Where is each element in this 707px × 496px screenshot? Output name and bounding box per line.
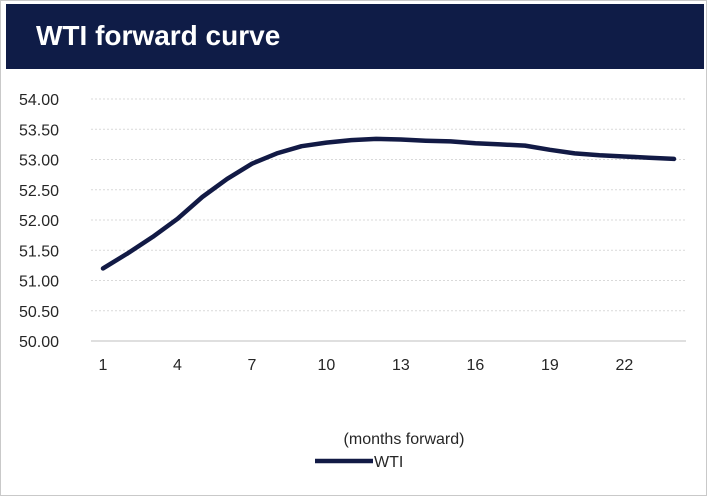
x-tick-label: 4 — [173, 357, 182, 374]
y-tick-label: 54.00 — [19, 92, 59, 109]
x-tick-label: 19 — [541, 357, 559, 374]
y-tick-label: 53.00 — [19, 153, 59, 170]
legend-label-wti: WTI — [374, 454, 403, 471]
x-tick-label: 22 — [615, 357, 633, 374]
grid-lines — [91, 98, 686, 312]
x-tick-label: 13 — [392, 357, 410, 374]
x-tick-label: 1 — [99, 357, 108, 374]
y-tick-label: 53.50 — [19, 122, 59, 139]
x-tick-label: 16 — [466, 357, 484, 374]
x-tick-label: 10 — [318, 357, 336, 374]
y-tick-label: 52.50 — [19, 183, 59, 200]
x-tick-label: 7 — [248, 357, 257, 374]
y-tick-label: 51.50 — [19, 243, 59, 260]
x-axis-ticks: 1 4 7 10 13 16 19 22 — [99, 357, 634, 374]
series-layer — [100, 136, 677, 271]
y-tick-label: 50.00 — [19, 334, 59, 351]
x-axis-label: (months forward) — [344, 431, 465, 448]
y-tick-label: 51.00 — [19, 274, 59, 291]
y-axis-ticks: 54.00 53.50 53.00 52.50 52.00 51.50 51.00 50.50… — [19, 92, 59, 351]
legend: WTI — [315, 454, 403, 471]
title-bar: WTI forward curve — [6, 4, 704, 69]
series-line-wti — [100, 136, 677, 271]
y-tick-label: 52.00 — [19, 213, 59, 230]
y-tick-label: 50.50 — [19, 304, 59, 321]
chart-title: WTI forward curve — [36, 20, 281, 51]
